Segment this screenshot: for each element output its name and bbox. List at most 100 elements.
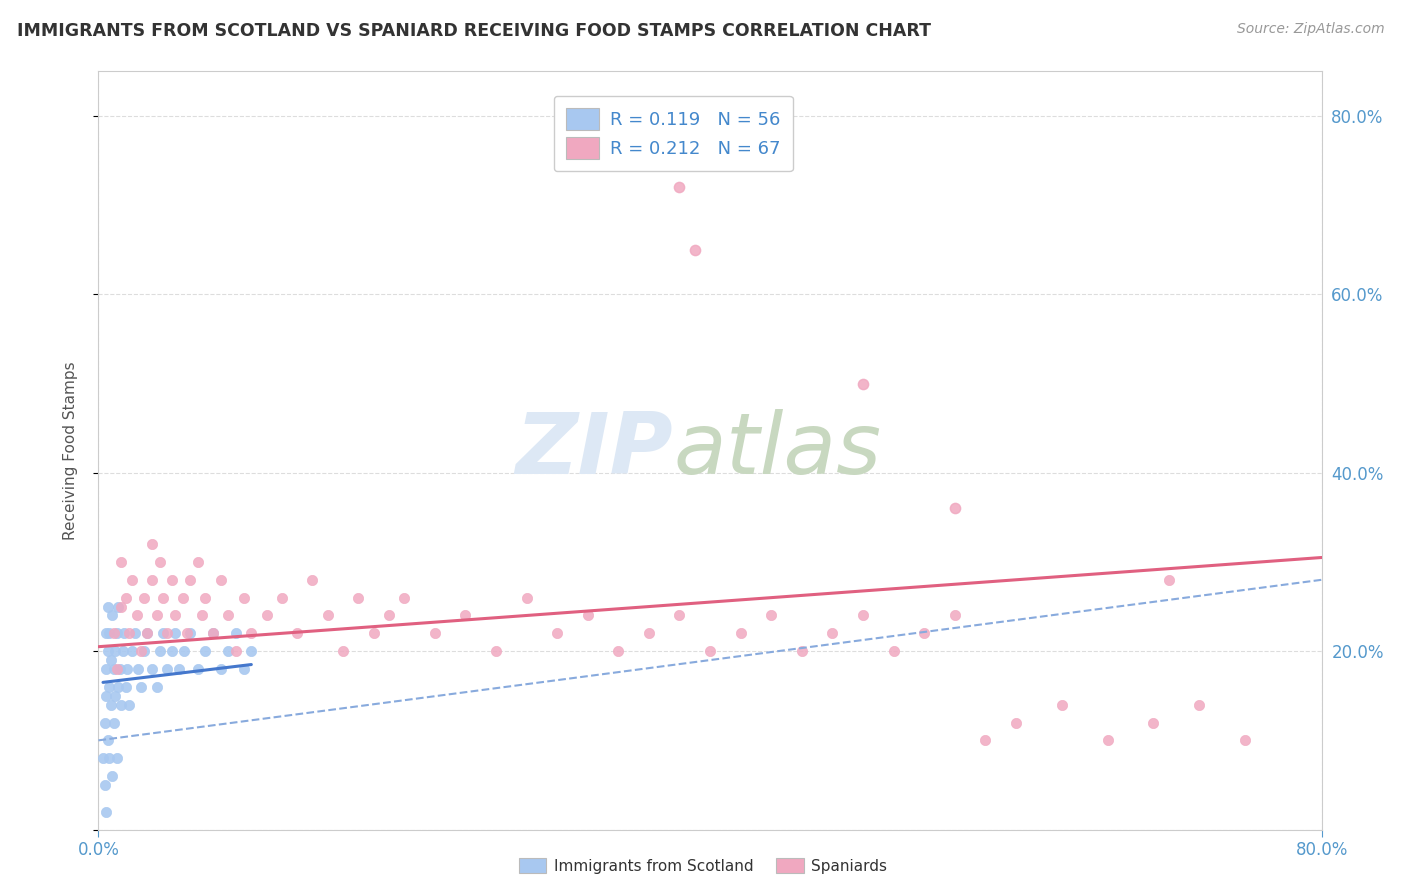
Point bbox=[93, 715, 115, 730]
Point bbox=[852, 608, 875, 623]
Point bbox=[107, 680, 129, 694]
Point bbox=[127, 662, 149, 676]
Point bbox=[1142, 715, 1164, 730]
Point bbox=[668, 180, 690, 194]
Point bbox=[121, 644, 143, 658]
Point bbox=[217, 644, 239, 658]
Point bbox=[454, 608, 477, 623]
Point bbox=[1188, 698, 1211, 712]
Point bbox=[121, 573, 143, 587]
Text: atlas: atlas bbox=[673, 409, 882, 492]
Point bbox=[100, 653, 122, 667]
Point bbox=[209, 662, 232, 676]
Point bbox=[94, 626, 117, 640]
Point bbox=[1234, 733, 1257, 747]
Point bbox=[112, 626, 135, 640]
Point bbox=[94, 662, 117, 676]
Point bbox=[134, 591, 156, 605]
Point bbox=[217, 608, 239, 623]
Y-axis label: Receiving Food Stamps: Receiving Food Stamps bbox=[63, 361, 77, 540]
Point bbox=[141, 537, 163, 551]
Point bbox=[1097, 733, 1119, 747]
Point bbox=[423, 626, 446, 640]
Point bbox=[759, 608, 782, 623]
Point bbox=[98, 626, 121, 640]
Point bbox=[163, 608, 186, 623]
Point bbox=[179, 573, 201, 587]
Point bbox=[240, 644, 263, 658]
Point bbox=[160, 573, 183, 587]
Point bbox=[172, 591, 194, 605]
Point bbox=[118, 698, 141, 712]
Point bbox=[392, 591, 416, 605]
Point bbox=[194, 591, 217, 605]
Point bbox=[699, 644, 721, 658]
Point bbox=[103, 662, 125, 676]
Point bbox=[145, 608, 167, 623]
Point bbox=[101, 608, 124, 623]
Point bbox=[152, 591, 174, 605]
Point bbox=[202, 626, 225, 640]
Point bbox=[110, 698, 132, 712]
Point bbox=[141, 662, 163, 676]
Point bbox=[163, 626, 186, 640]
Point bbox=[149, 644, 172, 658]
Point bbox=[145, 680, 167, 694]
Point bbox=[129, 644, 152, 658]
Point bbox=[108, 662, 131, 676]
Point bbox=[378, 608, 401, 623]
Point bbox=[115, 591, 138, 605]
Point bbox=[141, 573, 163, 587]
Point bbox=[104, 644, 127, 658]
Point bbox=[232, 591, 254, 605]
Point bbox=[91, 751, 114, 765]
Point bbox=[105, 626, 128, 640]
Point bbox=[115, 680, 138, 694]
Point bbox=[98, 680, 121, 694]
Point bbox=[105, 662, 128, 676]
Point bbox=[107, 599, 129, 614]
Point bbox=[546, 626, 568, 640]
Point bbox=[225, 626, 247, 640]
Point bbox=[103, 715, 125, 730]
Text: ZIP: ZIP bbox=[516, 409, 673, 492]
Point bbox=[852, 376, 875, 391]
Point bbox=[98, 751, 121, 765]
Point bbox=[110, 599, 132, 614]
Point bbox=[607, 644, 630, 658]
Point bbox=[94, 805, 117, 819]
Point bbox=[136, 626, 159, 640]
Point bbox=[191, 608, 214, 623]
Point bbox=[516, 591, 538, 605]
Point bbox=[637, 626, 661, 640]
Point bbox=[316, 608, 339, 623]
Point bbox=[332, 644, 354, 658]
Point bbox=[576, 608, 599, 623]
Point bbox=[1157, 573, 1180, 587]
Point bbox=[202, 626, 225, 640]
Point bbox=[97, 644, 120, 658]
Point bbox=[225, 644, 247, 658]
Point bbox=[152, 626, 174, 640]
Point bbox=[149, 555, 172, 569]
Point bbox=[110, 555, 132, 569]
Point bbox=[97, 599, 120, 614]
Point bbox=[301, 573, 323, 587]
Point bbox=[912, 626, 935, 640]
Point bbox=[974, 733, 997, 747]
Point bbox=[240, 626, 263, 640]
Point bbox=[134, 644, 156, 658]
Point bbox=[176, 626, 198, 640]
Point bbox=[118, 626, 141, 640]
Point bbox=[187, 662, 209, 676]
Point bbox=[187, 555, 209, 569]
Point bbox=[1004, 715, 1026, 730]
Text: IMMIGRANTS FROM SCOTLAND VS SPANIARD RECEIVING FOOD STAMPS CORRELATION CHART: IMMIGRANTS FROM SCOTLAND VS SPANIARD REC… bbox=[17, 22, 931, 40]
Point bbox=[101, 769, 124, 783]
Point bbox=[347, 591, 370, 605]
Point bbox=[943, 608, 966, 623]
Point bbox=[111, 644, 134, 658]
Text: Source: ZipAtlas.com: Source: ZipAtlas.com bbox=[1237, 22, 1385, 37]
Point bbox=[821, 626, 844, 640]
Point bbox=[173, 644, 195, 658]
